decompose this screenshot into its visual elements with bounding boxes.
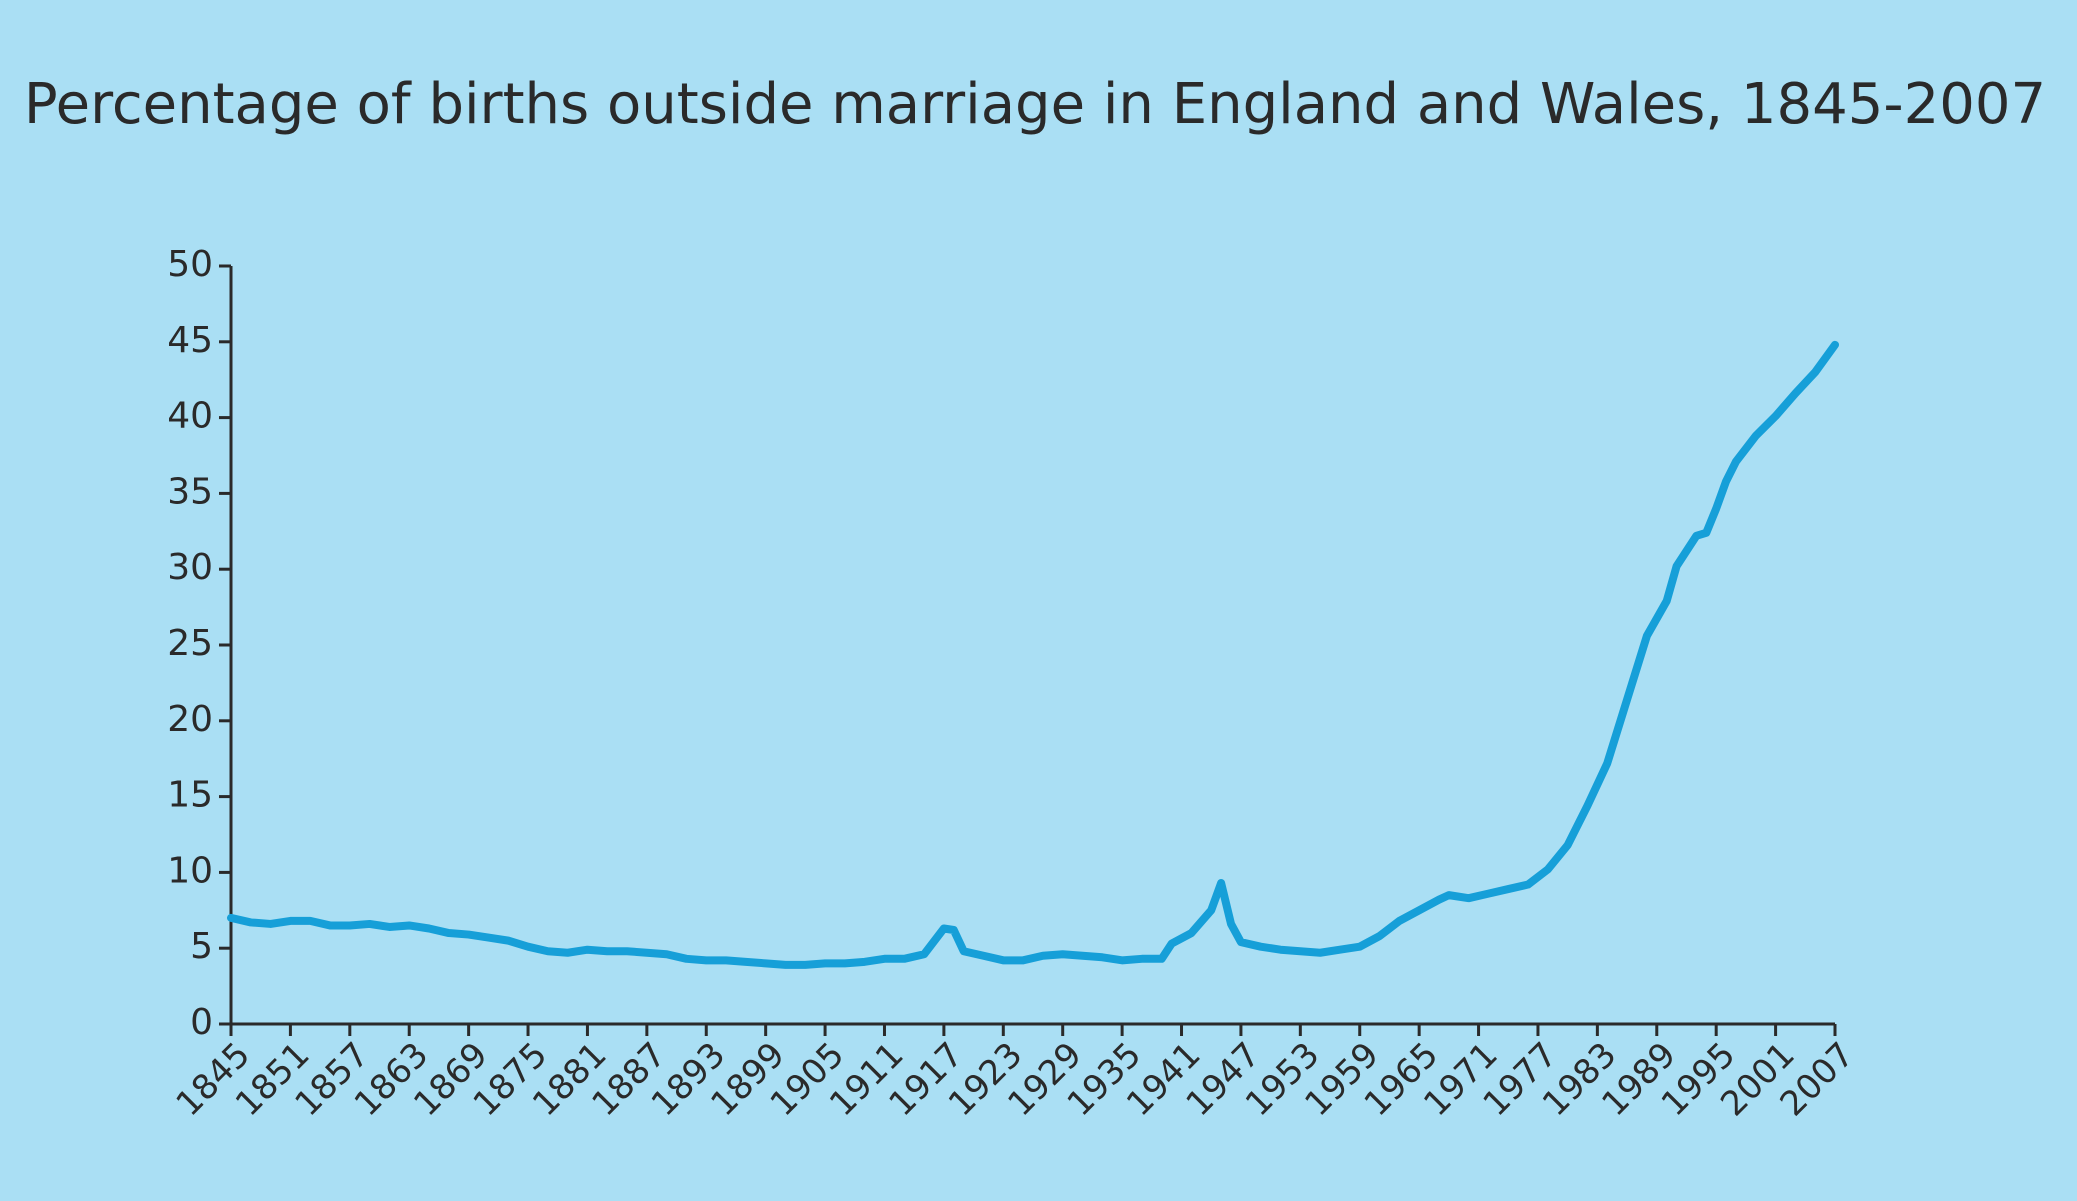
y-tick-label: 5: [190, 926, 213, 967]
y-tick-label: 30: [167, 547, 213, 588]
y-tick-label: 25: [167, 623, 213, 664]
y-tick-label: 50: [167, 244, 213, 285]
chart-title: Percentage of births outside marriage in…: [24, 72, 2046, 137]
y-tick-label: 20: [167, 699, 213, 740]
y-tick-label: 15: [167, 775, 213, 816]
y-tick-label: 45: [167, 320, 213, 361]
y-tick-label: 0: [190, 1002, 213, 1043]
y-tick-label: 35: [167, 471, 213, 512]
y-tick-label: 40: [167, 396, 213, 437]
data-line: [227, 340, 1839, 969]
y-tick-label: 10: [167, 850, 213, 891]
